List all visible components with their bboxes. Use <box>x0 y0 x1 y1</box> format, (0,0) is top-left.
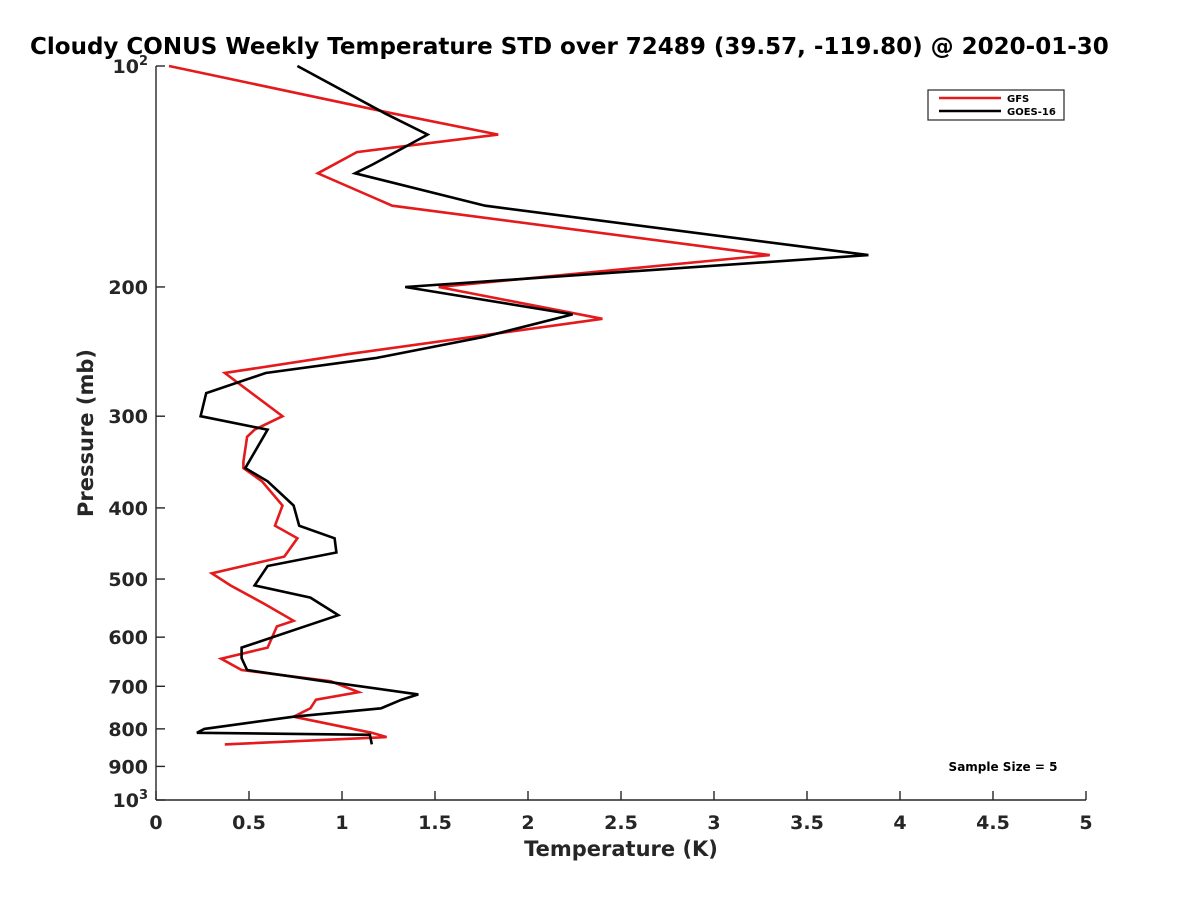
x-tick-label: 1 <box>335 812 348 834</box>
x-tick-label: 3 <box>707 812 720 834</box>
y-axis-label: Pressure (mb) <box>74 349 98 517</box>
axes <box>155 66 1086 801</box>
x-tick-label: 2 <box>521 812 534 834</box>
series-line-gfs <box>168 64 770 746</box>
x-tick-label: 3.5 <box>790 812 824 834</box>
x-tick-label: 1.5 <box>418 812 452 834</box>
legend-box <box>927 89 1065 121</box>
sample-size-annotation: Sample Size = 5 <box>949 760 1058 774</box>
y-tick-label: 600 <box>108 627 148 649</box>
x-tick-label: 4 <box>893 812 906 834</box>
y-tick-base: 10 <box>113 790 139 812</box>
y-tick-label: 300 <box>108 406 148 428</box>
y-tick-label: 103 <box>113 788 149 812</box>
y-tick-exponent: 2 <box>139 54 148 69</box>
y-tick-label: 400 <box>108 498 148 520</box>
chart-title: Cloudy CONUS Weekly Temperature STD over… <box>30 34 1109 60</box>
series-line-goes-16 <box>196 64 869 745</box>
y-tick-label: 800 <box>108 719 148 741</box>
y-tick-label: 500 <box>108 569 148 591</box>
y-tick-label: 700 <box>108 676 148 698</box>
legend-goes16-label: GOES-16 <box>1007 107 1056 118</box>
x-axis-label: Temperature (K) <box>524 837 718 861</box>
legend: GFS GOES-16 <box>927 89 1065 121</box>
y-tick-exponent: 3 <box>139 788 148 803</box>
x-tick-label: 4.5 <box>976 812 1010 834</box>
series-lines <box>168 64 869 746</box>
x-tick-label: 5 <box>1079 812 1092 834</box>
legend-gfs-label: GFS <box>1007 94 1029 105</box>
x-tick-label: 0 <box>149 812 162 834</box>
y-tick-label: 200 <box>108 277 148 299</box>
x-tick-label: 0.5 <box>232 812 266 834</box>
y-tick-base: 10 <box>113 56 139 78</box>
y-tick-label: 900 <box>108 756 148 778</box>
x-ticks: 0 0.5 1 1.5 2 2.5 3 3.5 4 4.5 5 <box>149 791 1093 834</box>
x-tick-label: 2.5 <box>604 812 638 834</box>
y-tick-label: 102 <box>113 54 149 78</box>
